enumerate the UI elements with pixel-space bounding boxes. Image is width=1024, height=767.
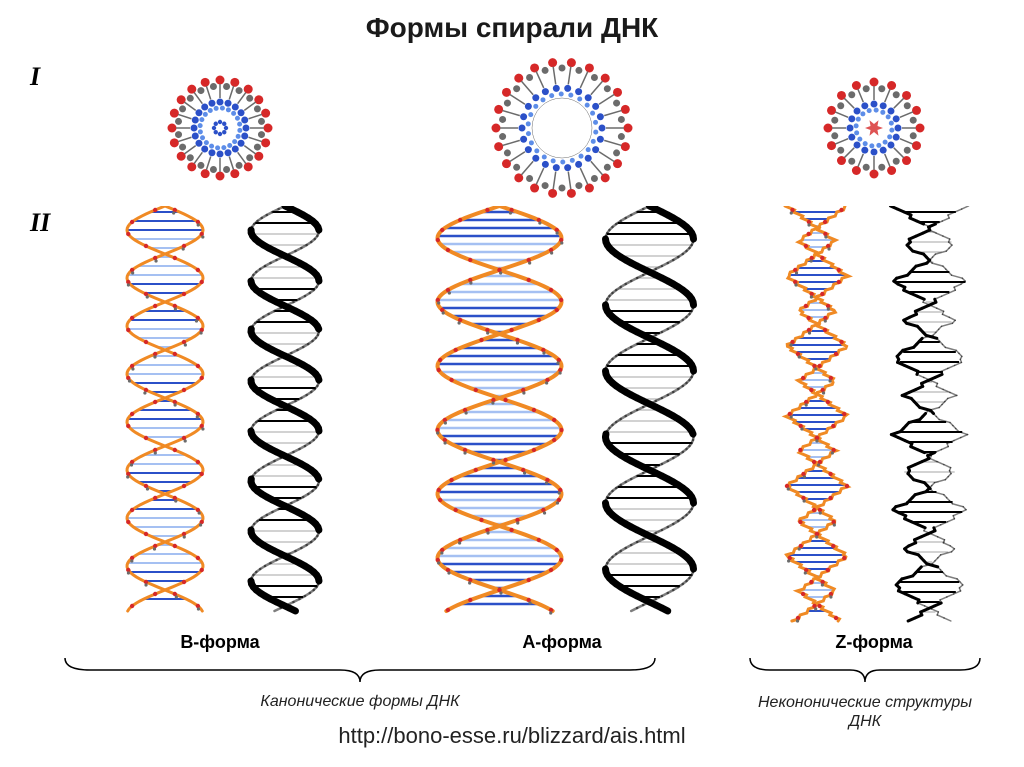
brace-canonical: Канонические формы ДНК	[60, 658, 660, 711]
column-label-B: B-форма	[180, 632, 259, 653]
column-label-A: A-форма	[522, 632, 601, 653]
side-row-B	[105, 206, 335, 626]
brace-noncanonical: Некононические структуры ДНК	[745, 658, 985, 731]
top-view-Z	[819, 58, 929, 198]
top-view-A	[487, 58, 637, 198]
side-schematic-B	[235, 206, 335, 616]
columns-container: B-форма A-форма Z-форма	[60, 58, 1004, 653]
top-view-Z-svg	[819, 73, 929, 183]
top-view-B	[160, 58, 280, 198]
column-Z: Z-форма	[744, 58, 1004, 653]
side-schematic-Z	[877, 206, 982, 626]
side-row-Z	[767, 206, 982, 626]
side-colored-A	[417, 206, 582, 616]
column-B: B-форма	[60, 58, 380, 653]
row-label-I: I	[30, 62, 40, 92]
source-url: http://bono-esse.ru/blizzard/ais.html	[0, 723, 1024, 749]
top-view-A-svg	[487, 53, 637, 203]
column-A: A-форма	[392, 58, 732, 653]
side-colored-Z	[767, 206, 867, 626]
page-title: Формы спирали ДНК	[0, 0, 1024, 44]
side-colored-B	[105, 206, 225, 616]
side-schematic-A	[592, 206, 707, 616]
group-label-canonical: Канонические формы ДНК	[60, 693, 660, 711]
row-label-II: II	[30, 208, 50, 238]
column-label-Z: Z-форма	[835, 632, 912, 653]
side-row-A	[417, 206, 707, 626]
top-view-B-svg	[160, 68, 280, 188]
